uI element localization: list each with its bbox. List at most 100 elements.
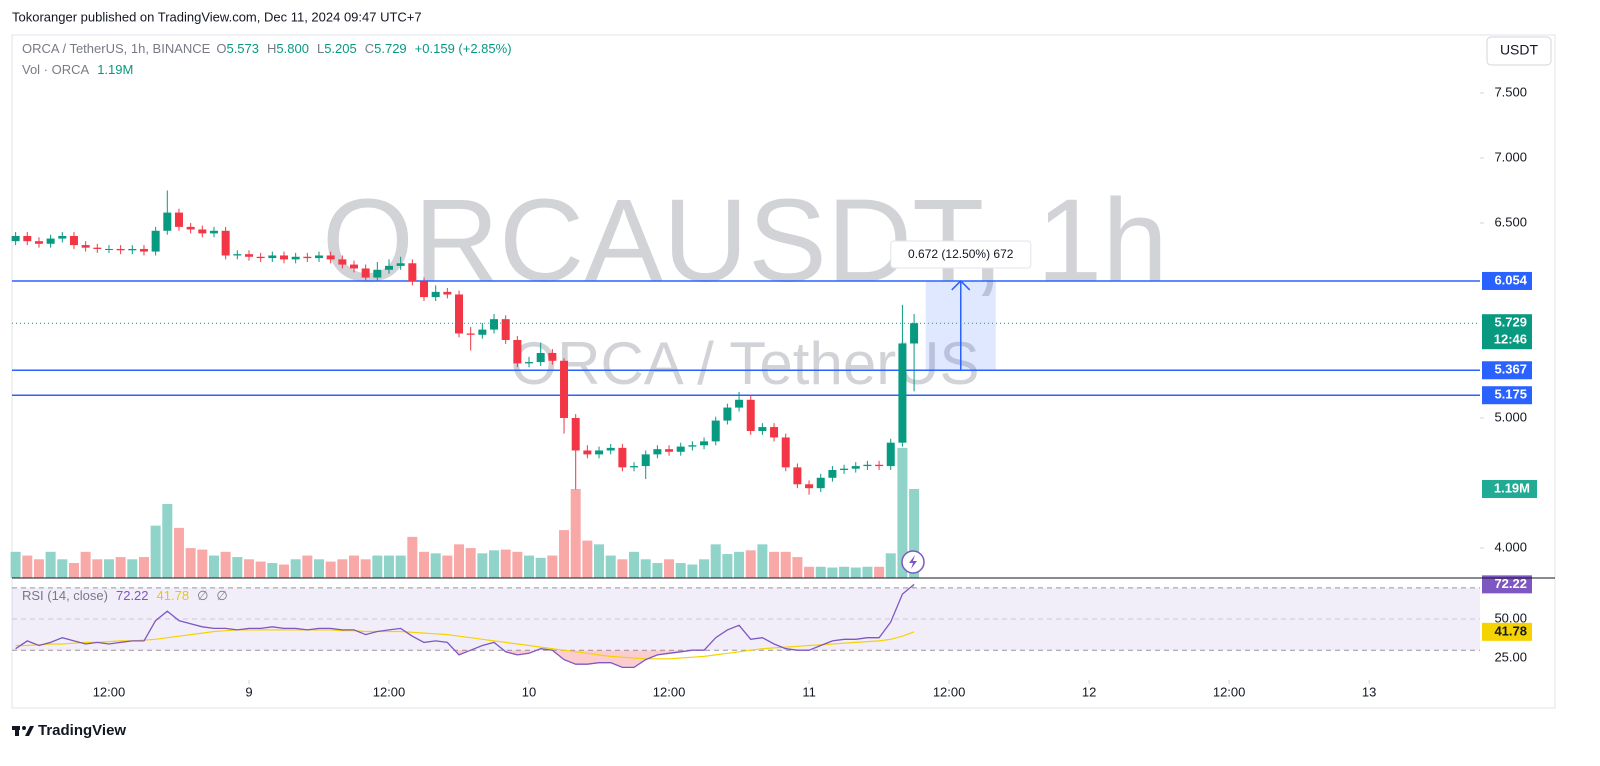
candle-body (478, 329, 487, 335)
candle-body (34, 241, 43, 244)
candle-body (350, 264, 359, 269)
alert-bolt (909, 555, 917, 569)
rsi-ma-value: 41.78 (157, 588, 190, 603)
volume-bar (407, 536, 418, 578)
candle-body (490, 319, 499, 330)
panel-frame (11, 34, 1556, 709)
volume-bar (115, 557, 126, 578)
volume-bar (780, 551, 791, 578)
candle-body (338, 259, 347, 265)
candle-body (513, 339, 522, 364)
volume-bar (547, 555, 558, 578)
candle-body (700, 441, 709, 446)
x-tick-label: 10 (522, 684, 536, 699)
volume-bar (885, 553, 896, 578)
volume-bar (862, 566, 873, 578)
candle-body (898, 343, 907, 443)
candle-body (23, 235, 32, 242)
x-tick-label: 12:00 (653, 684, 686, 699)
volume-bar (559, 530, 570, 578)
volume-bar (22, 555, 33, 578)
volume-bar (524, 555, 535, 578)
ohlc-value: 5.800 (276, 41, 309, 56)
volume-bar (617, 559, 628, 578)
volume-bar (325, 561, 336, 578)
volume-bar (395, 555, 406, 578)
volume-bar (278, 564, 289, 578)
rsi-tick-label: 25.00 (1494, 649, 1527, 664)
candle-body (209, 230, 218, 234)
rsi-tick-label: 50.00 (1494, 610, 1527, 625)
currency-label[interactable]: USDT (1500, 42, 1539, 58)
symbol: ORCA / TetherUS, 1h, BINANCE (22, 41, 211, 56)
candle-body (840, 468, 849, 470)
volume-bar (489, 550, 500, 578)
candle-body (93, 247, 102, 249)
candle-body (303, 256, 312, 259)
candle-body (361, 268, 370, 278)
candle-body (828, 469, 837, 478)
volume-bar (372, 555, 383, 578)
ohlc-value: 5.573 (226, 41, 259, 56)
volume-bar (582, 540, 593, 578)
candle-body (186, 226, 195, 230)
candle-body (735, 399, 744, 408)
candle-body (910, 323, 919, 344)
candle-body (396, 263, 405, 266)
candle-body (618, 447, 627, 468)
volume-bar (850, 567, 861, 578)
currency-button[interactable] (1486, 36, 1552, 66)
volume-bar (792, 557, 803, 578)
candle-body (151, 230, 160, 252)
candle-body (641, 454, 650, 467)
volume-legend: Vol · ORCA 1.19M (22, 62, 133, 77)
volume-bar (197, 549, 208, 578)
volume-bar (419, 551, 430, 578)
candle-body (408, 263, 417, 282)
x-tick-label: 12:00 (373, 684, 406, 699)
volume-bar (769, 551, 780, 578)
candle-body (291, 256, 300, 260)
volume-bar (897, 447, 908, 578)
candle-body (116, 248, 125, 251)
volume-bar (442, 555, 453, 578)
volume-value: 1.19M (97, 62, 133, 77)
volume-bar (360, 559, 371, 578)
candle-body (244, 254, 253, 257)
volume-bar (127, 559, 138, 578)
last-price-label: 5.729 (1494, 315, 1527, 330)
rsi-line (15, 583, 915, 669)
candle-body (455, 294, 464, 334)
candle-body (781, 437, 790, 468)
symbol-legend: ORCA / TetherUS, 1h, BINANCE O5.573 H5.800… (22, 41, 512, 56)
rsi-extra: ∅ (197, 588, 208, 603)
candle-body (536, 352, 545, 363)
volume-bar (349, 555, 360, 578)
candle-body (886, 442, 895, 467)
volume-bar (267, 563, 278, 578)
volume-bar (80, 551, 91, 578)
candle-body (525, 362, 534, 364)
volume-bar (454, 544, 465, 578)
watermark-sub: ORCA / TetherUS (510, 330, 979, 397)
candle-body (606, 447, 615, 451)
candle-body (69, 235, 78, 246)
candle-body (851, 466, 860, 469)
candle-body (583, 450, 592, 455)
x-tick-label: 12:00 (1213, 684, 1246, 699)
x-tick-label: 9 (245, 684, 252, 699)
volume-bar (384, 555, 395, 578)
volume-bar (570, 488, 581, 578)
candle-body (163, 212, 172, 231)
y-tick-label: 5.000 (1494, 409, 1527, 424)
candle-body (46, 238, 55, 244)
volume-bar (629, 551, 640, 578)
candle-body (431, 291, 440, 298)
candle-body (385, 265, 394, 270)
volume-bar (827, 567, 838, 578)
candle-body (595, 450, 604, 455)
x-tick-label: 11 (802, 684, 816, 699)
volume-bar (45, 551, 56, 578)
rsi-name: RSI (14, close) (22, 588, 108, 603)
volume-bar (68, 563, 79, 578)
